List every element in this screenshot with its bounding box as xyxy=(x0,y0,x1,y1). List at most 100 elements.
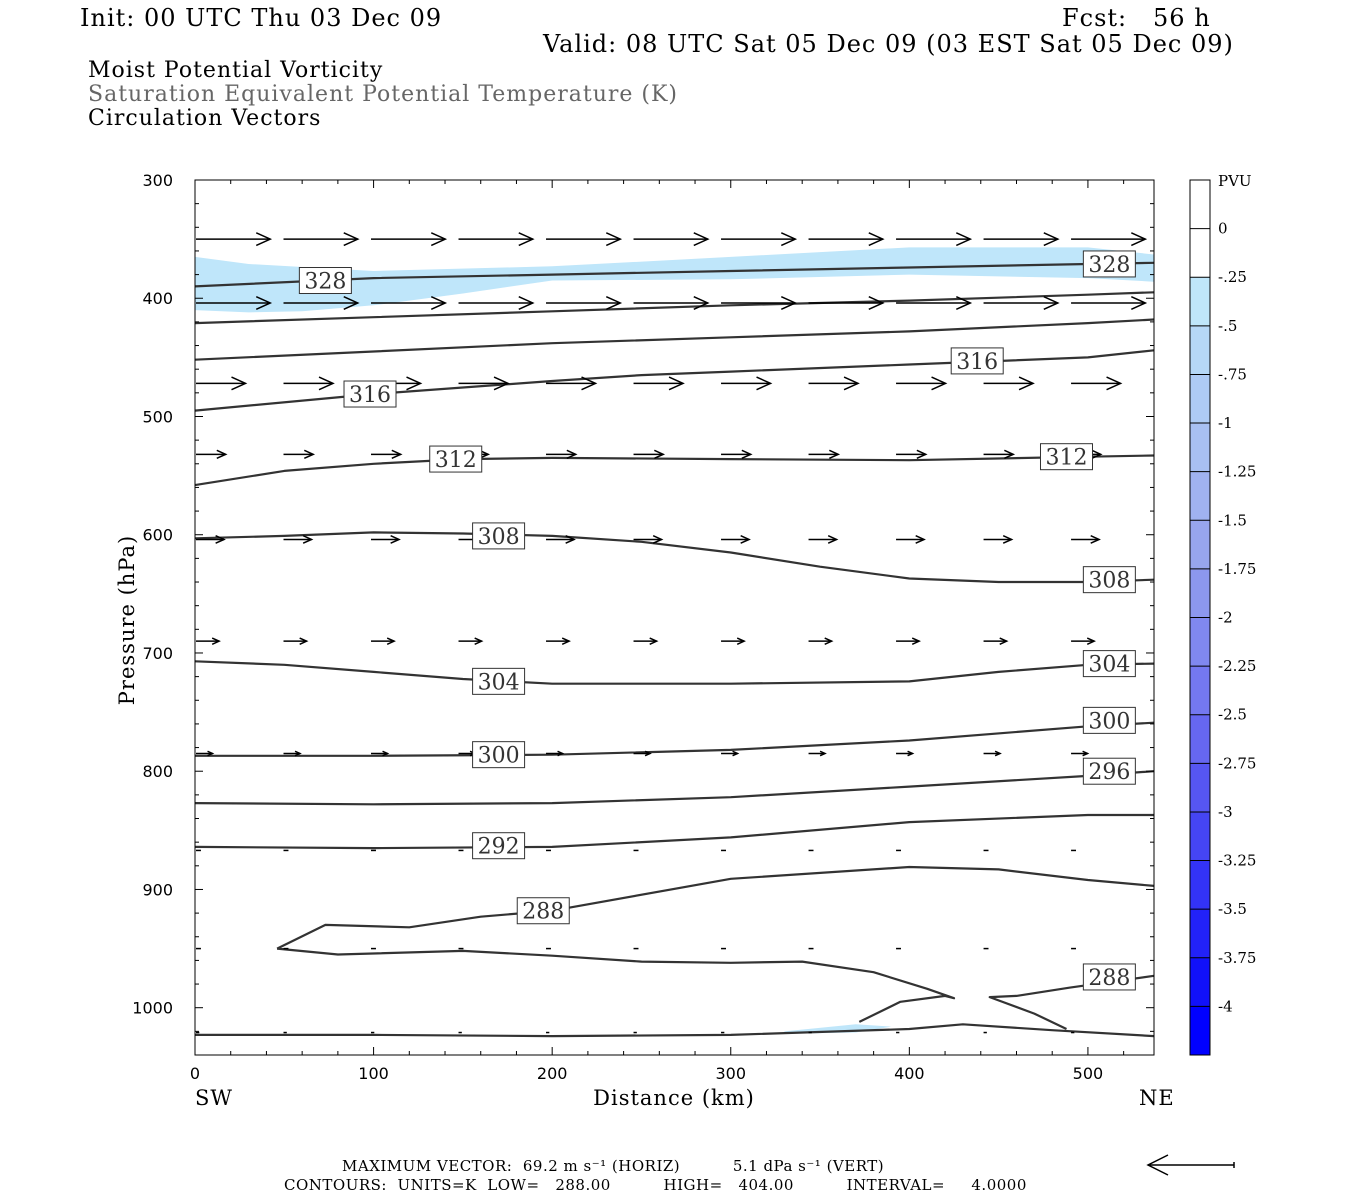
contour-line-320 xyxy=(194,318,1155,361)
svg-text:300: 300 xyxy=(1088,709,1130,734)
colorbar-box xyxy=(1190,374,1210,424)
colorbar-box xyxy=(1190,471,1210,521)
x-tick-label: 400 xyxy=(894,1064,925,1083)
circulation-vector xyxy=(983,637,1009,645)
contour-line-304 xyxy=(194,660,1155,685)
circulation-vector xyxy=(721,534,751,544)
x-tick-label: 500 xyxy=(1073,1064,1104,1083)
circulation-vector xyxy=(721,376,773,391)
colorbar-label: -3.5 xyxy=(1218,900,1247,918)
x-axis-title: Distance (km) xyxy=(593,1086,755,1110)
colorbar-box xyxy=(1190,423,1210,472)
colorbar-box xyxy=(1190,180,1210,229)
circulation-vector xyxy=(196,449,228,460)
colorbar-label: -.25 xyxy=(1218,268,1247,286)
field-title-vectors: Circulation Vectors xyxy=(88,106,322,131)
colorbar-box xyxy=(1190,1006,1210,1055)
circulation-vector xyxy=(283,295,360,310)
colorbar-label: 0 xyxy=(1218,220,1228,238)
circulation-vector xyxy=(808,534,839,544)
colorbar-label: -2.75 xyxy=(1218,754,1256,772)
y-tick-label: 800 xyxy=(142,762,173,781)
contour-line-288 xyxy=(195,1023,1155,1038)
y-tick-label: 900 xyxy=(142,880,173,899)
contour-label: 304 xyxy=(472,667,526,695)
contour-line-288 xyxy=(276,865,1155,950)
contour-label: 292 xyxy=(472,832,526,860)
circulation-vector xyxy=(633,232,710,247)
colorbar-label: -1.75 xyxy=(1218,560,1256,578)
svg-text:288: 288 xyxy=(522,900,564,925)
circulation-vector xyxy=(546,637,571,645)
circulation-vector xyxy=(371,750,390,757)
plot-frame xyxy=(194,179,1155,1056)
circulation-vector xyxy=(458,376,510,391)
circulation-vector xyxy=(896,449,928,460)
svg-text:316: 316 xyxy=(349,383,391,408)
colorbar-box xyxy=(1190,666,1210,715)
svg-text:312: 312 xyxy=(1045,446,1087,471)
reference-vector-icon xyxy=(1146,1154,1235,1176)
svg-text:308: 308 xyxy=(1088,569,1130,594)
circulation-vector xyxy=(633,449,666,460)
circulation-vector xyxy=(283,637,309,645)
circulation-vector xyxy=(458,232,535,247)
circulation-vector xyxy=(546,232,623,247)
circulation-vector xyxy=(371,534,401,544)
circulation-vector xyxy=(1071,232,1148,247)
circulation-vector xyxy=(371,232,448,247)
contour-line-292 xyxy=(194,813,1154,850)
colorbar-box xyxy=(1190,617,1210,667)
circulation-vector xyxy=(196,295,273,310)
circulation-vector xyxy=(196,232,273,247)
init-time-text: Init: 00 UTC Thu 03 Dec 09 xyxy=(80,4,443,32)
circulation-vector xyxy=(721,750,740,757)
circulation-vector xyxy=(458,637,484,645)
circulation-vector xyxy=(283,449,316,460)
circulation-vector xyxy=(633,376,685,391)
sw-endpoint-label: SW xyxy=(195,1086,233,1110)
circulation-vector xyxy=(458,295,535,310)
x-tick-label: 300 xyxy=(715,1064,746,1083)
colorbar-label: -1.25 xyxy=(1218,463,1256,481)
circulation-vector xyxy=(546,295,623,310)
circulation-vector xyxy=(983,534,1014,544)
pv-colorbar: 0 -.25 -.5 -.75 -1 -1.25 -1.5 -1.75 -2 -2.25 -2.5 -… xyxy=(1189,179,1256,1056)
circulation-vector xyxy=(546,376,598,391)
circulation-vector xyxy=(808,232,885,247)
colorbar-label: -1.5 xyxy=(1218,511,1247,529)
circulation-vector xyxy=(546,750,565,757)
contour-label: 300 xyxy=(472,741,526,769)
circulation-vector xyxy=(283,232,360,247)
circulation-vector xyxy=(983,295,1060,310)
contour-label: 316 xyxy=(950,347,1004,375)
field-title-theta-es: Saturation Equivalent Potential Temperat… xyxy=(88,82,678,107)
forecast-hour-text: Fcst: 56 h xyxy=(1062,4,1211,32)
contour-label: 304 xyxy=(1082,650,1136,678)
contour-label: 312 xyxy=(429,445,483,473)
circulation-vector xyxy=(1071,637,1096,645)
contour-label: 328 xyxy=(298,267,352,295)
circulation-vector xyxy=(896,637,921,645)
svg-text:308: 308 xyxy=(478,525,520,550)
colorbar-box xyxy=(1190,277,1210,326)
colorbar-box xyxy=(1190,520,1210,569)
ne-endpoint-label: NE xyxy=(1139,1086,1175,1110)
circulation-vector xyxy=(721,449,753,460)
valid-time-text: Valid: 08 UTC Sat 05 Dec 09 (03 EST Sat … xyxy=(543,30,1234,58)
contour-line-312 xyxy=(194,454,1155,487)
contour-line-316 xyxy=(194,349,1155,412)
x-tick-label: 100 xyxy=(358,1064,389,1083)
circulation-vector xyxy=(808,449,841,460)
circulation-vector xyxy=(196,637,221,645)
colorbar-label: -3.75 xyxy=(1218,949,1256,967)
contour-label: 312 xyxy=(1039,443,1093,471)
field-title-mpv: Moist Potential Vorticity xyxy=(88,58,384,83)
x-tick-label: 200 xyxy=(537,1064,568,1083)
colorbar-box xyxy=(1190,909,1210,958)
circulation-vector xyxy=(283,534,314,544)
colorbar-box xyxy=(1190,957,1210,1007)
contour-line-308 xyxy=(194,531,1155,584)
svg-text:304: 304 xyxy=(1088,653,1130,678)
